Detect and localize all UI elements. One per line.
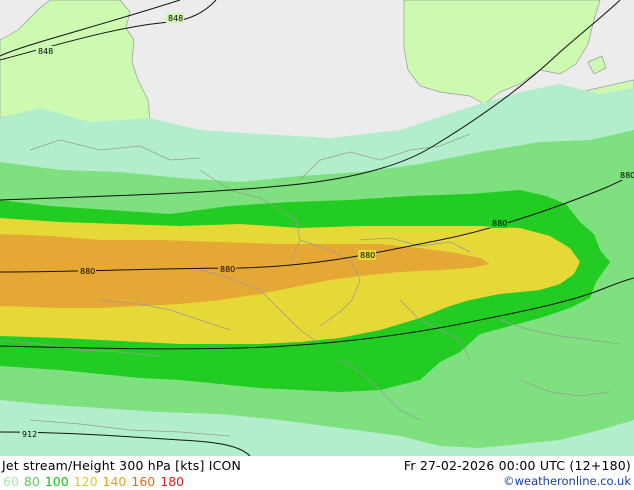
legend-item-160: 160 bbox=[131, 474, 156, 489]
contour-880-south bbox=[0, 277, 634, 350]
contour-848-b bbox=[0, 0, 181, 57]
legend-item-80: 80 bbox=[23, 474, 40, 489]
legend-item-60: 60 bbox=[3, 474, 19, 489]
legend-item-100: 100 bbox=[44, 474, 69, 489]
contour-label-880-2: 880 bbox=[360, 251, 375, 260]
contour-label-880-5: 880 bbox=[620, 171, 634, 180]
contour-880-north bbox=[0, 0, 621, 201]
info-bar: Jet stream/Height 300 hPa [kts] ICON Fr … bbox=[0, 456, 634, 490]
map-title: Jet stream/Height 300 hPa [kts] ICON bbox=[2, 458, 242, 473]
legend-item-120: 120 bbox=[73, 474, 98, 489]
credit-link[interactable]: ©weatheronline.co.uk bbox=[503, 474, 631, 488]
contour-label-880-4: 880 bbox=[80, 267, 95, 276]
legend: 60 80 100 120 140 160 180 bbox=[3, 474, 189, 489]
contour-labels: 848 848 880 880 880 880 880 912 bbox=[20, 13, 634, 439]
legend-item-140: 140 bbox=[102, 474, 127, 489]
contour-label-848-b: 848 bbox=[38, 47, 53, 56]
contour-label-880-1: 880 bbox=[492, 219, 507, 228]
land-island bbox=[587, 55, 607, 75]
land-scandinavia bbox=[403, 0, 601, 105]
height-contours bbox=[0, 0, 634, 457]
legend-item-180: 180 bbox=[160, 474, 185, 489]
contour-912 bbox=[0, 431, 251, 457]
contour-880-east bbox=[0, 173, 634, 273]
contour-label-848-a: 848 bbox=[168, 14, 183, 23]
contour-label-912: 912 bbox=[22, 430, 37, 439]
contour-label-880-3: 880 bbox=[220, 265, 235, 274]
valid-time: Fr 27-02-2026 00:00 UTC (12+180) bbox=[403, 458, 631, 473]
